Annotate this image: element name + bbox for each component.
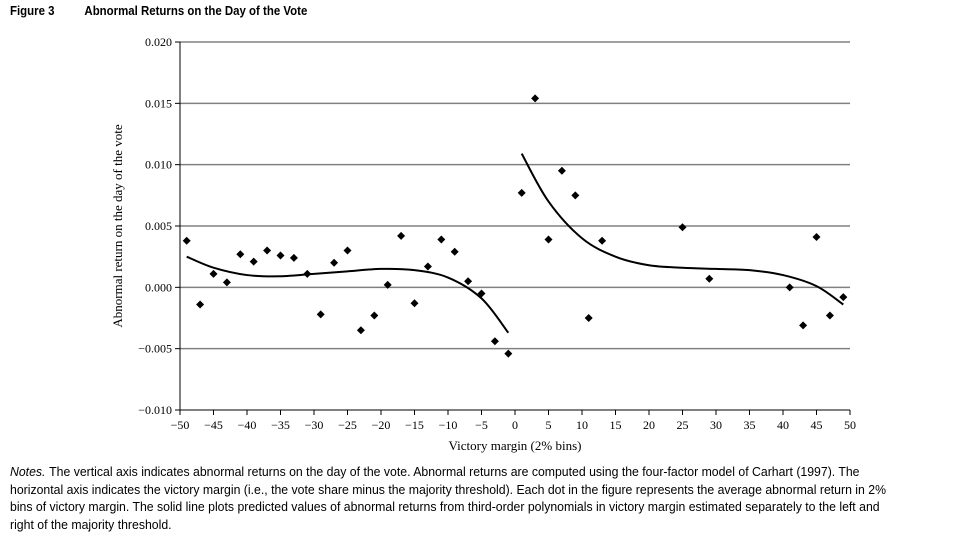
data-point bbox=[410, 299, 419, 308]
y-tick-label: 0.000 bbox=[145, 280, 172, 294]
data-point bbox=[209, 269, 218, 278]
data-point bbox=[490, 337, 499, 346]
x-tick-label: 35 bbox=[744, 418, 756, 432]
data-point bbox=[249, 257, 258, 266]
x-tick-label: 40 bbox=[777, 418, 789, 432]
x-tick-label: 5 bbox=[546, 418, 552, 432]
data-point bbox=[598, 236, 607, 245]
data-point bbox=[437, 235, 446, 244]
data-point bbox=[303, 269, 312, 278]
x-tick-label: 20 bbox=[643, 418, 655, 432]
y-tick-label: 0.010 bbox=[145, 158, 172, 172]
data-point bbox=[517, 188, 526, 197]
x-axis-label: Victory margin (2% bins) bbox=[449, 438, 582, 453]
x-tick-label: −40 bbox=[238, 418, 257, 432]
fit-line-right bbox=[520, 153, 844, 306]
data-point bbox=[531, 94, 540, 103]
data-point bbox=[182, 236, 191, 245]
data-point bbox=[477, 289, 486, 298]
y-ticks: −0.010 −0.005 0.000 0.005 0.010 0.015 0.020 bbox=[138, 35, 180, 417]
x-tick-label: −20 bbox=[372, 418, 391, 432]
x-tick-label: 45 bbox=[811, 418, 823, 432]
x-tick-label: 50 bbox=[844, 418, 856, 432]
y-tick-label: 0.020 bbox=[145, 35, 172, 49]
data-point bbox=[370, 311, 379, 320]
data-point bbox=[450, 247, 459, 256]
x-tick-label: −35 bbox=[271, 418, 290, 432]
figure-notes: Notes. The vertical axis indicates abnorm… bbox=[10, 463, 898, 533]
y-tick-label: −0.005 bbox=[138, 342, 172, 356]
data-point bbox=[839, 293, 848, 302]
data-point bbox=[196, 300, 205, 309]
figure-header: Figure 3 Abnormal Returns on the Day of t… bbox=[10, 3, 337, 18]
data-point bbox=[705, 274, 714, 283]
x-tick-label: −10 bbox=[439, 418, 458, 432]
x-tick-label: 25 bbox=[677, 418, 689, 432]
y-tick-label: 0.015 bbox=[145, 96, 172, 110]
x-tick-label: −25 bbox=[338, 418, 357, 432]
data-point bbox=[557, 166, 566, 175]
gridlines bbox=[180, 41, 850, 411]
data-point bbox=[263, 246, 272, 255]
data-point bbox=[544, 235, 553, 244]
figure-title: Abnormal Returns on the Day of the Vote bbox=[84, 3, 308, 18]
y-tick-label: −0.010 bbox=[138, 403, 172, 417]
data-points bbox=[182, 94, 848, 358]
data-point bbox=[397, 231, 406, 240]
x-tick-label: 0 bbox=[512, 418, 518, 432]
fit-line-left bbox=[186, 255, 510, 334]
x-tick-label: 30 bbox=[710, 418, 722, 432]
x-tick-label: 10 bbox=[576, 418, 588, 432]
data-point bbox=[276, 251, 285, 260]
x-tick-label: −15 bbox=[405, 418, 424, 432]
data-point bbox=[504, 349, 513, 358]
data-point bbox=[236, 250, 245, 259]
data-point bbox=[383, 280, 392, 289]
data-point bbox=[356, 326, 365, 335]
data-point bbox=[785, 283, 794, 292]
data-point bbox=[343, 246, 352, 255]
data-point bbox=[316, 310, 325, 319]
data-point bbox=[289, 253, 298, 262]
y-axis-label: Abnormal return on the day of the vote bbox=[110, 124, 125, 327]
data-point bbox=[584, 314, 593, 322]
notes-label: Notes. bbox=[10, 464, 46, 479]
data-point bbox=[571, 191, 580, 200]
data-point bbox=[330, 258, 339, 267]
data-point bbox=[812, 233, 821, 242]
notes-text: The vertical axis indicates abnormal ret… bbox=[10, 464, 886, 532]
data-point bbox=[678, 223, 687, 232]
x-tick-label: −50 bbox=[171, 418, 190, 432]
figure-number: Figure 3 bbox=[10, 3, 55, 18]
data-point bbox=[423, 262, 432, 271]
x-ticks: −50 −45 −40 −35 −30 −25 −20 −15 −10 −5 0 5 10 15 20 25 3… bbox=[171, 410, 856, 432]
chart: −0.010 −0.005 0.000 0.005 0.010 0.015 0.020 −5… bbox=[110, 35, 856, 453]
data-point bbox=[825, 311, 834, 320]
x-tick-label: −45 bbox=[204, 418, 223, 432]
y-tick-label: 0.005 bbox=[145, 219, 172, 233]
x-tick-label: −30 bbox=[305, 418, 324, 432]
data-point bbox=[464, 277, 473, 286]
data-point bbox=[222, 278, 231, 287]
x-tick-label: 15 bbox=[610, 418, 622, 432]
x-tick-label: −5 bbox=[475, 418, 488, 432]
data-point bbox=[799, 321, 808, 330]
